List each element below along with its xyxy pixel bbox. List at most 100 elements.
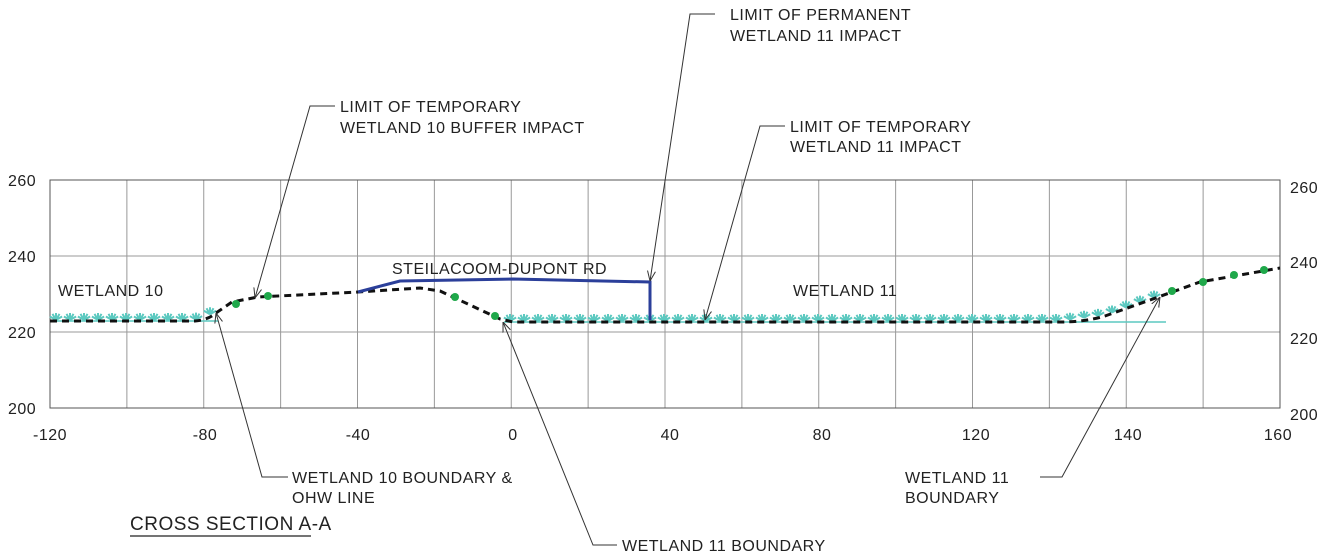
tuft <box>797 314 811 322</box>
tuft <box>741 314 755 322</box>
x-label: 40 <box>661 427 680 444</box>
y-label: 260 <box>8 173 36 190</box>
survey-points <box>232 266 1268 320</box>
callout-text: WETLAND 11 <box>905 470 1009 487</box>
tuft <box>1091 308 1105 317</box>
tuft <box>783 314 797 322</box>
x-label: 80 <box>813 427 832 444</box>
tuft <box>119 313 133 321</box>
leader <box>1040 297 1160 478</box>
tuft <box>49 313 63 321</box>
tuft <box>1105 305 1119 314</box>
callout-text: LIMIT OF TEMPORARY <box>340 99 521 116</box>
y-label: 200 <box>1290 407 1318 424</box>
tuft <box>1133 295 1147 304</box>
tuft <box>615 314 629 322</box>
x-label: -80 <box>193 427 218 444</box>
tuft <box>147 313 161 321</box>
tuft <box>189 312 203 321</box>
tuft <box>853 314 867 322</box>
callout-text: LIMIT OF TEMPORARY <box>790 119 971 136</box>
callout-text: OHW LINE <box>292 490 375 507</box>
tuft <box>713 314 727 322</box>
leader <box>255 105 335 298</box>
area-label: WETLAND 10 <box>58 283 163 300</box>
tuft <box>979 314 993 322</box>
x-label: 140 <box>1114 427 1142 444</box>
point <box>264 292 272 300</box>
tuft <box>769 314 783 322</box>
tuft <box>1007 314 1021 322</box>
tuft <box>671 314 685 322</box>
tuft <box>909 314 923 322</box>
area-label: WETLAND 11 <box>793 283 897 300</box>
y-label: 240 <box>8 249 36 266</box>
callout-text: BOUNDARY <box>905 490 999 507</box>
leader <box>705 125 785 320</box>
point <box>1168 287 1176 295</box>
tuft <box>923 314 937 322</box>
tuft <box>727 314 741 322</box>
y-label: 240 <box>1290 255 1318 272</box>
tuft <box>951 314 965 322</box>
tuft <box>161 313 175 321</box>
tuft <box>881 314 895 322</box>
road-label: STEILACOOM-DUPONT RD <box>392 261 607 278</box>
x-label: -120 <box>33 427 67 444</box>
callout-text: WETLAND 11 BOUNDARY <box>622 538 826 555</box>
tuft <box>839 314 853 322</box>
tuft <box>965 314 979 322</box>
tuft <box>1063 312 1077 321</box>
tuft <box>629 314 643 322</box>
callout-text: WETLAND 11 IMPACT <box>730 28 901 45</box>
tuft <box>573 314 587 322</box>
tuft <box>685 314 699 322</box>
tuft <box>811 314 825 322</box>
tuft <box>545 314 559 322</box>
tuft <box>1119 300 1133 309</box>
x-label: 160 <box>1264 427 1292 444</box>
tuft <box>1021 314 1035 322</box>
tuft <box>1077 310 1091 319</box>
road-profile <box>357 277 652 320</box>
y-label: 200 <box>8 401 36 418</box>
leader <box>503 322 617 546</box>
callout-text: WETLAND 10 BUFFER IMPACT <box>340 120 585 137</box>
tuft <box>105 313 119 321</box>
tuft <box>1147 290 1161 299</box>
tuft <box>993 314 1007 322</box>
leader <box>650 13 715 281</box>
tuft <box>895 314 909 322</box>
tuft <box>517 314 531 322</box>
tuft <box>657 314 671 322</box>
grid <box>50 180 1280 408</box>
tuft <box>531 314 545 322</box>
tuft <box>867 314 881 322</box>
leader <box>216 313 288 478</box>
x-label: 120 <box>962 427 990 444</box>
tuft <box>601 314 615 322</box>
callout-text: LIMIT OF PERMANENT <box>730 7 911 24</box>
tuft <box>1049 314 1063 322</box>
tuft <box>587 314 601 322</box>
tuft <box>825 314 839 322</box>
tuft <box>63 313 77 321</box>
tuft <box>937 314 951 322</box>
point <box>491 312 499 320</box>
tuft <box>77 313 91 321</box>
x-label: 0 <box>508 427 517 444</box>
x-label: -40 <box>346 427 371 444</box>
tuft <box>559 314 573 322</box>
point <box>232 300 240 308</box>
tuft <box>175 313 189 321</box>
tuft <box>1035 314 1049 322</box>
tuft <box>91 313 105 321</box>
point <box>1230 271 1238 279</box>
y-label: 220 <box>1290 331 1318 348</box>
y-label: 260 <box>1290 180 1318 197</box>
point <box>1199 278 1207 286</box>
point <box>1260 266 1268 274</box>
tuft <box>755 314 769 322</box>
point <box>451 293 459 301</box>
